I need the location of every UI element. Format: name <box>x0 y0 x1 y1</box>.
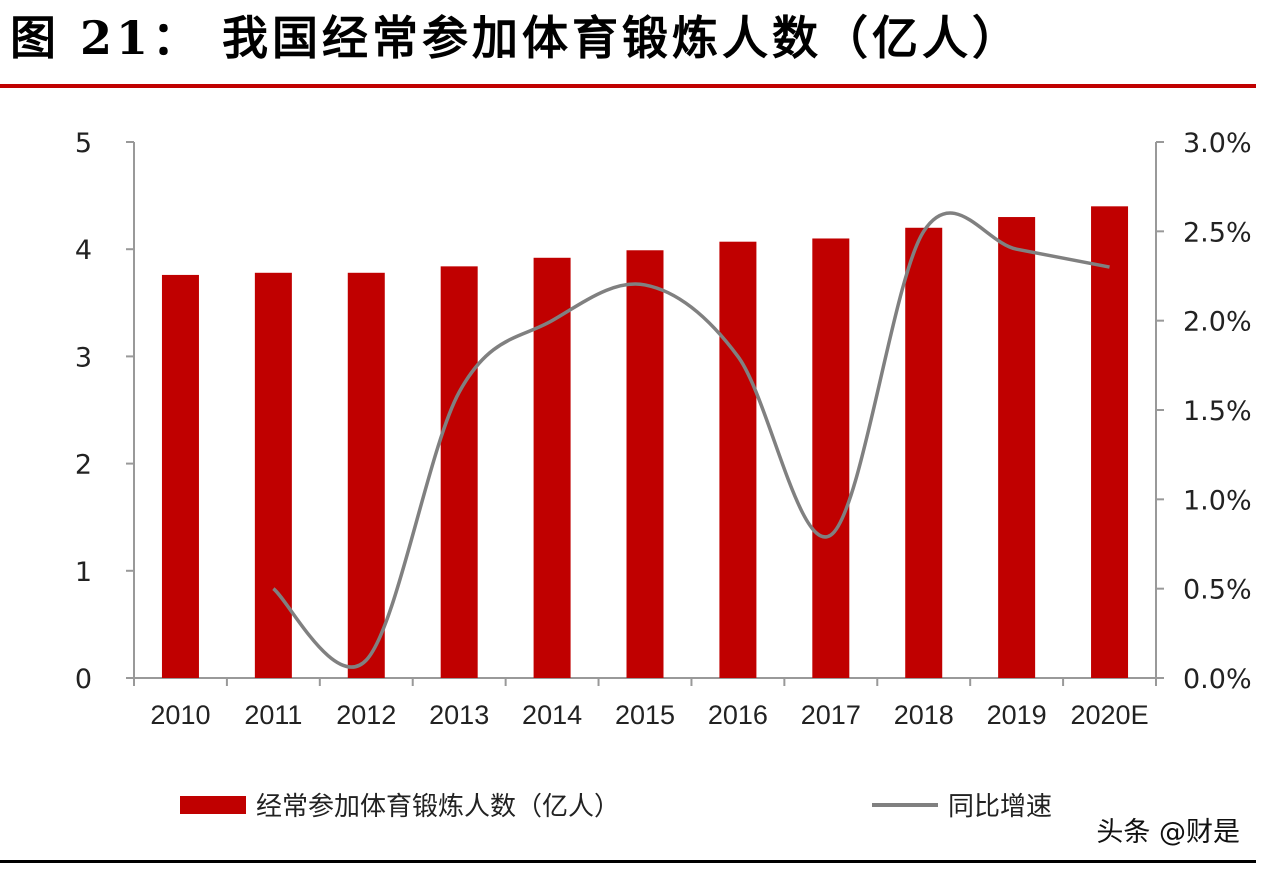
bar <box>347 272 385 678</box>
right-tick-label: 2.0% <box>1183 307 1252 338</box>
category-label: 2011 <box>244 700 302 730</box>
bar <box>254 272 292 678</box>
legend: 经常参加体育锻炼人数（亿人） 同比增速 <box>180 792 1052 822</box>
left-tick-label: 4 <box>75 235 92 266</box>
legend-label-bars: 经常参加体育锻炼人数（亿人） <box>256 792 620 822</box>
bar <box>812 238 850 679</box>
left-tick-label: 5 <box>75 128 92 159</box>
bottom-divider <box>0 860 1256 863</box>
category-label: 2019 <box>987 700 1047 730</box>
right-tick-label: 0.5% <box>1183 575 1252 606</box>
category-labels: 2010 2011 2012 2013 2014 2015 2016 2017 2018 2019… <box>150 700 1148 730</box>
left-tick-label: 2 <box>75 450 92 481</box>
category-label: 2015 <box>615 700 675 730</box>
growth-line <box>272 211 1110 669</box>
category-label: 2017 <box>801 700 861 730</box>
right-tick-label: 2.5% <box>1183 217 1252 248</box>
bar <box>626 250 664 678</box>
right-axis-ticks: 0.0% 0.5% 1.0% 1.5% 2.0% 2.5% 3.0% <box>1156 128 1252 695</box>
bar <box>440 266 478 678</box>
left-axis-ticks: 0 1 2 3 4 5 <box>75 128 134 695</box>
line-series <box>272 211 1110 669</box>
watermark: 头条 @财是 <box>1096 817 1240 848</box>
bar <box>998 217 1036 679</box>
legend-swatch-bars <box>180 796 246 814</box>
right-tick-label: 1.5% <box>1183 396 1252 427</box>
category-label: 2016 <box>708 700 768 730</box>
bar <box>905 227 943 678</box>
category-label: 2013 <box>429 700 489 730</box>
left-tick-label: 1 <box>75 557 92 588</box>
left-tick-label: 3 <box>75 342 92 373</box>
legend-label-line: 同比增速 <box>948 792 1052 822</box>
category-label: 2014 <box>522 700 582 730</box>
bar <box>161 274 199 678</box>
right-tick-label: 3.0% <box>1183 128 1252 159</box>
category-label: 2020E <box>1071 700 1149 730</box>
right-tick-label: 0.0% <box>1183 664 1252 695</box>
bar <box>719 241 757 679</box>
category-label: 2010 <box>150 700 210 730</box>
left-tick-label: 0 <box>75 664 92 695</box>
category-label: 2018 <box>894 700 954 730</box>
bar <box>1091 206 1129 678</box>
category-label: 2012 <box>336 700 396 730</box>
title-divider <box>0 84 1256 88</box>
right-tick-label: 1.0% <box>1183 485 1252 516</box>
chart-title: 图 21： 我国经常参加体育锻炼人数（亿人） <box>10 11 1023 65</box>
bar-series <box>161 206 1129 679</box>
